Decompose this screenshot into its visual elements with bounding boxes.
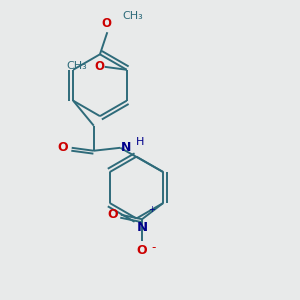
Text: -: - xyxy=(151,241,155,254)
Text: O: O xyxy=(94,60,104,73)
Text: CH₃: CH₃ xyxy=(122,11,143,21)
Text: O: O xyxy=(108,208,119,221)
Text: O: O xyxy=(102,17,112,30)
Text: +: + xyxy=(148,206,155,214)
Text: O: O xyxy=(137,244,147,256)
Text: H: H xyxy=(136,137,144,148)
Text: N: N xyxy=(121,141,131,154)
Text: CH₃: CH₃ xyxy=(66,61,87,71)
Text: N: N xyxy=(136,221,148,234)
Text: O: O xyxy=(58,141,68,154)
